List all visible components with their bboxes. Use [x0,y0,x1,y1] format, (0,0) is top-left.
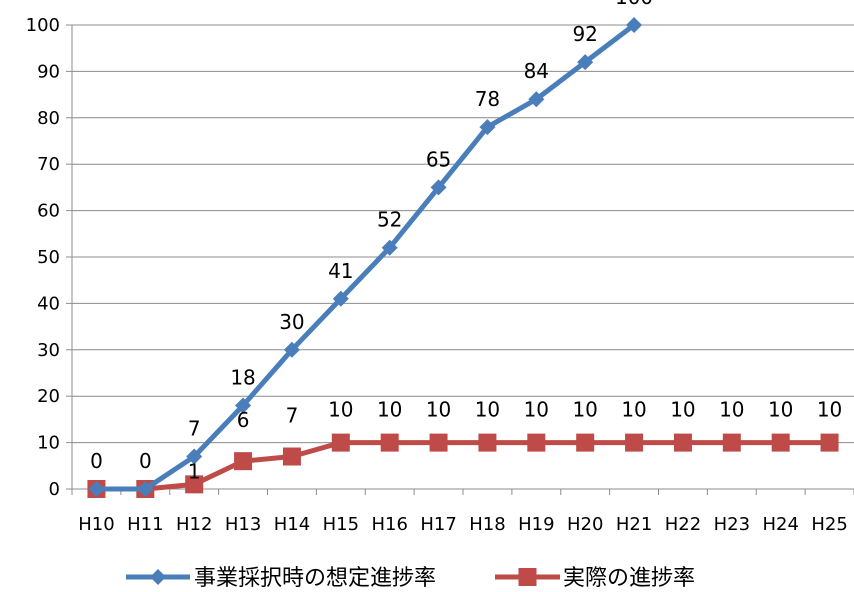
data-point [380,433,399,452]
data-point [625,433,644,452]
data-point [626,17,643,33]
data-label: 10 [768,398,793,422]
x-tick-label: H11 [127,514,163,535]
series-group [87,17,839,498]
data-label: 10 [719,398,744,422]
x-tick-label: H20 [567,514,603,535]
x-tick-label: H15 [323,514,359,535]
y-tick-label: 40 [37,293,60,314]
data-point [576,433,595,452]
x-tick-label: H19 [518,514,554,535]
y-tick-label: 100 [26,15,60,36]
data-label: 30 [279,310,304,334]
data-point [88,481,105,497]
data-point [381,239,398,256]
data-label: 78 [475,87,500,111]
y-tick-label: 60 [37,201,60,222]
data-label: 10 [817,398,842,422]
data-label: 7 [286,404,299,428]
gridlines [72,24,854,444]
legend-label: 実際の進捗率 [563,566,695,591]
data-point [673,433,692,452]
data-label: 52 [377,208,402,232]
y-tick-label: 50 [37,247,60,268]
data-label: 10 [670,398,695,422]
data-label: 10 [426,398,451,422]
data-label: 6 [237,408,250,432]
data-label: 41 [328,259,353,283]
x-tick-label: H25 [811,514,847,535]
y-tick-label: 90 [37,61,60,82]
data-label: 92 [572,22,597,46]
data-label: 10 [475,398,500,422]
data-point [577,54,594,71]
data-label: 7 [188,417,201,441]
legend-label: 事業採択時の想定進捗率 [194,566,436,591]
data-point [528,91,545,108]
x-tick-label: H18 [469,514,505,535]
data-point [722,433,741,452]
x-tick-label: H21 [616,514,652,535]
x-tick-label: H14 [274,514,310,535]
series-line [96,23,636,492]
data-label: 0 [90,449,103,473]
data-point [429,433,448,452]
data-label: 10 [328,398,353,422]
series-line [96,440,830,492]
data-point [430,179,447,196]
y-tick-label: 30 [37,340,60,361]
x-tick-label: H16 [371,514,407,535]
data-point [518,568,537,586]
data-point [150,569,166,585]
y-tick-label: 80 [37,108,60,129]
x-tick-label: H12 [176,514,212,535]
data-point [283,341,300,358]
data-label: 10 [621,398,646,422]
axes [66,24,854,495]
data-point [479,119,496,136]
data-label: 1 [188,459,201,483]
x-tick-label: H22 [665,514,701,535]
data-label: 18 [230,365,255,389]
data-point [820,433,839,452]
x-tick-label: H23 [714,514,750,535]
data-point [332,290,349,307]
data-point [527,433,546,452]
x-tick-label: H13 [225,514,261,535]
x-axis-tick-labels: H10 H11 H12 H13 H14 H15 H16 H17 H18 H19 H20 H21 H22 H… [78,514,848,535]
data-point [185,475,204,494]
data-label: 100 [615,0,653,9]
x-tick-label: H24 [762,514,798,535]
x-tick-label: H10 [78,514,114,535]
data-label: 10 [524,398,549,422]
y-tick-label: 70 [37,154,60,175]
data-labels: 0 0 7 18 30 41 52 65 78 84 92 100 1 6 7 10 10 10 10 10 10 10 1… [90,0,842,483]
data-label: 10 [572,398,597,422]
y-tick-label: 20 [37,386,60,407]
data-point [234,452,253,471]
data-label: 65 [426,147,451,171]
data-label: 84 [524,59,549,83]
data-label: 0 [139,449,152,473]
data-point [331,433,350,452]
y-axis-tick-labels: 0 10 20 30 40 50 60 70 80 90 100 [26,15,60,500]
x-tick-label: H17 [420,514,456,535]
data-point [186,448,203,465]
y-tick-label: 10 [37,433,60,454]
data-point [478,433,497,452]
data-label: 10 [377,398,402,422]
data-point [771,433,790,452]
legend: 事業採択時の想定進捗率 実際の進捗率 [126,566,695,591]
data-point [137,481,154,497]
y-tick-label: 0 [49,479,60,500]
data-point [235,397,252,414]
data-point [282,447,301,466]
